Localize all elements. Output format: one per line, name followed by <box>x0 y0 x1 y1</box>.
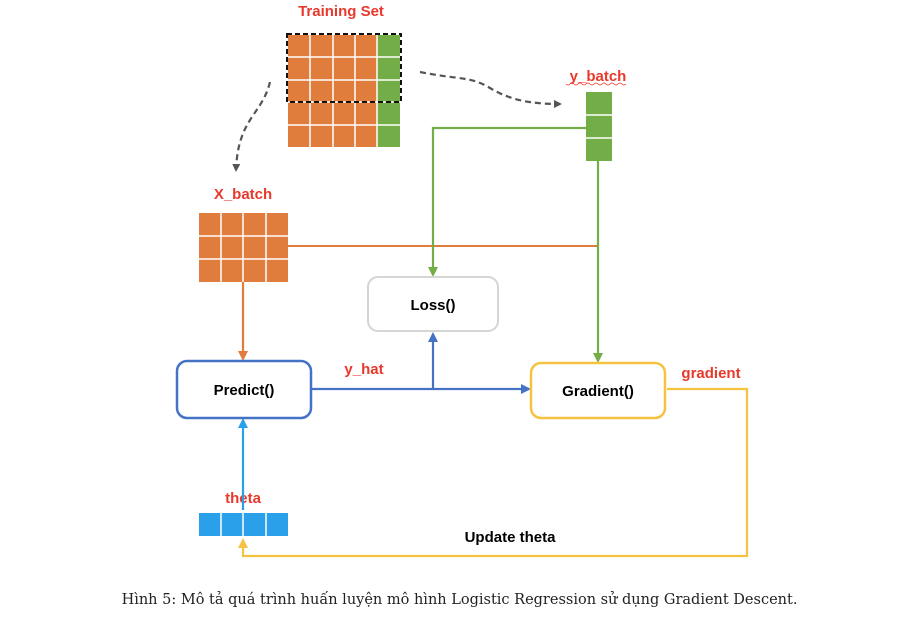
batch-selection-box <box>286 33 402 103</box>
x-batch-label: X_batch <box>214 186 272 203</box>
gradient-box: Gradient() <box>529 361 667 420</box>
dashed-arrow-to-y-batch <box>419 70 562 108</box>
y-batch-label: y_batch <box>570 68 627 85</box>
predict-box: Predict() <box>175 359 313 420</box>
dashed-arrow-to-x-batch <box>232 81 272 172</box>
x-batch-matrix <box>199 213 288 282</box>
arrow-y-batch-to-loss <box>428 126 586 277</box>
predict-label: Predict() <box>214 382 275 399</box>
figure-caption: Hình 5: Mô tả quá trình huấn luyện mô hì… <box>121 592 798 608</box>
arrow-gradient-to-theta <box>238 387 749 558</box>
loss-label: Loss() <box>411 297 456 314</box>
theta-vector <box>199 513 288 536</box>
loss-box: Loss() <box>367 276 499 332</box>
diagram: Training Set y_batch X_batch theta <box>175 3 749 558</box>
gradient-label: gradient <box>681 365 740 382</box>
y-hat-label: y_hat <box>344 361 383 378</box>
gradient-fn-label: Gradient() <box>562 383 634 400</box>
training-set-matrix <box>286 33 402 147</box>
y-batch-vector <box>586 92 612 161</box>
training-set-label: Training Set <box>298 3 384 20</box>
update-theta-label: Update theta <box>465 529 557 546</box>
y-batch-label-underline <box>565 82 627 86</box>
